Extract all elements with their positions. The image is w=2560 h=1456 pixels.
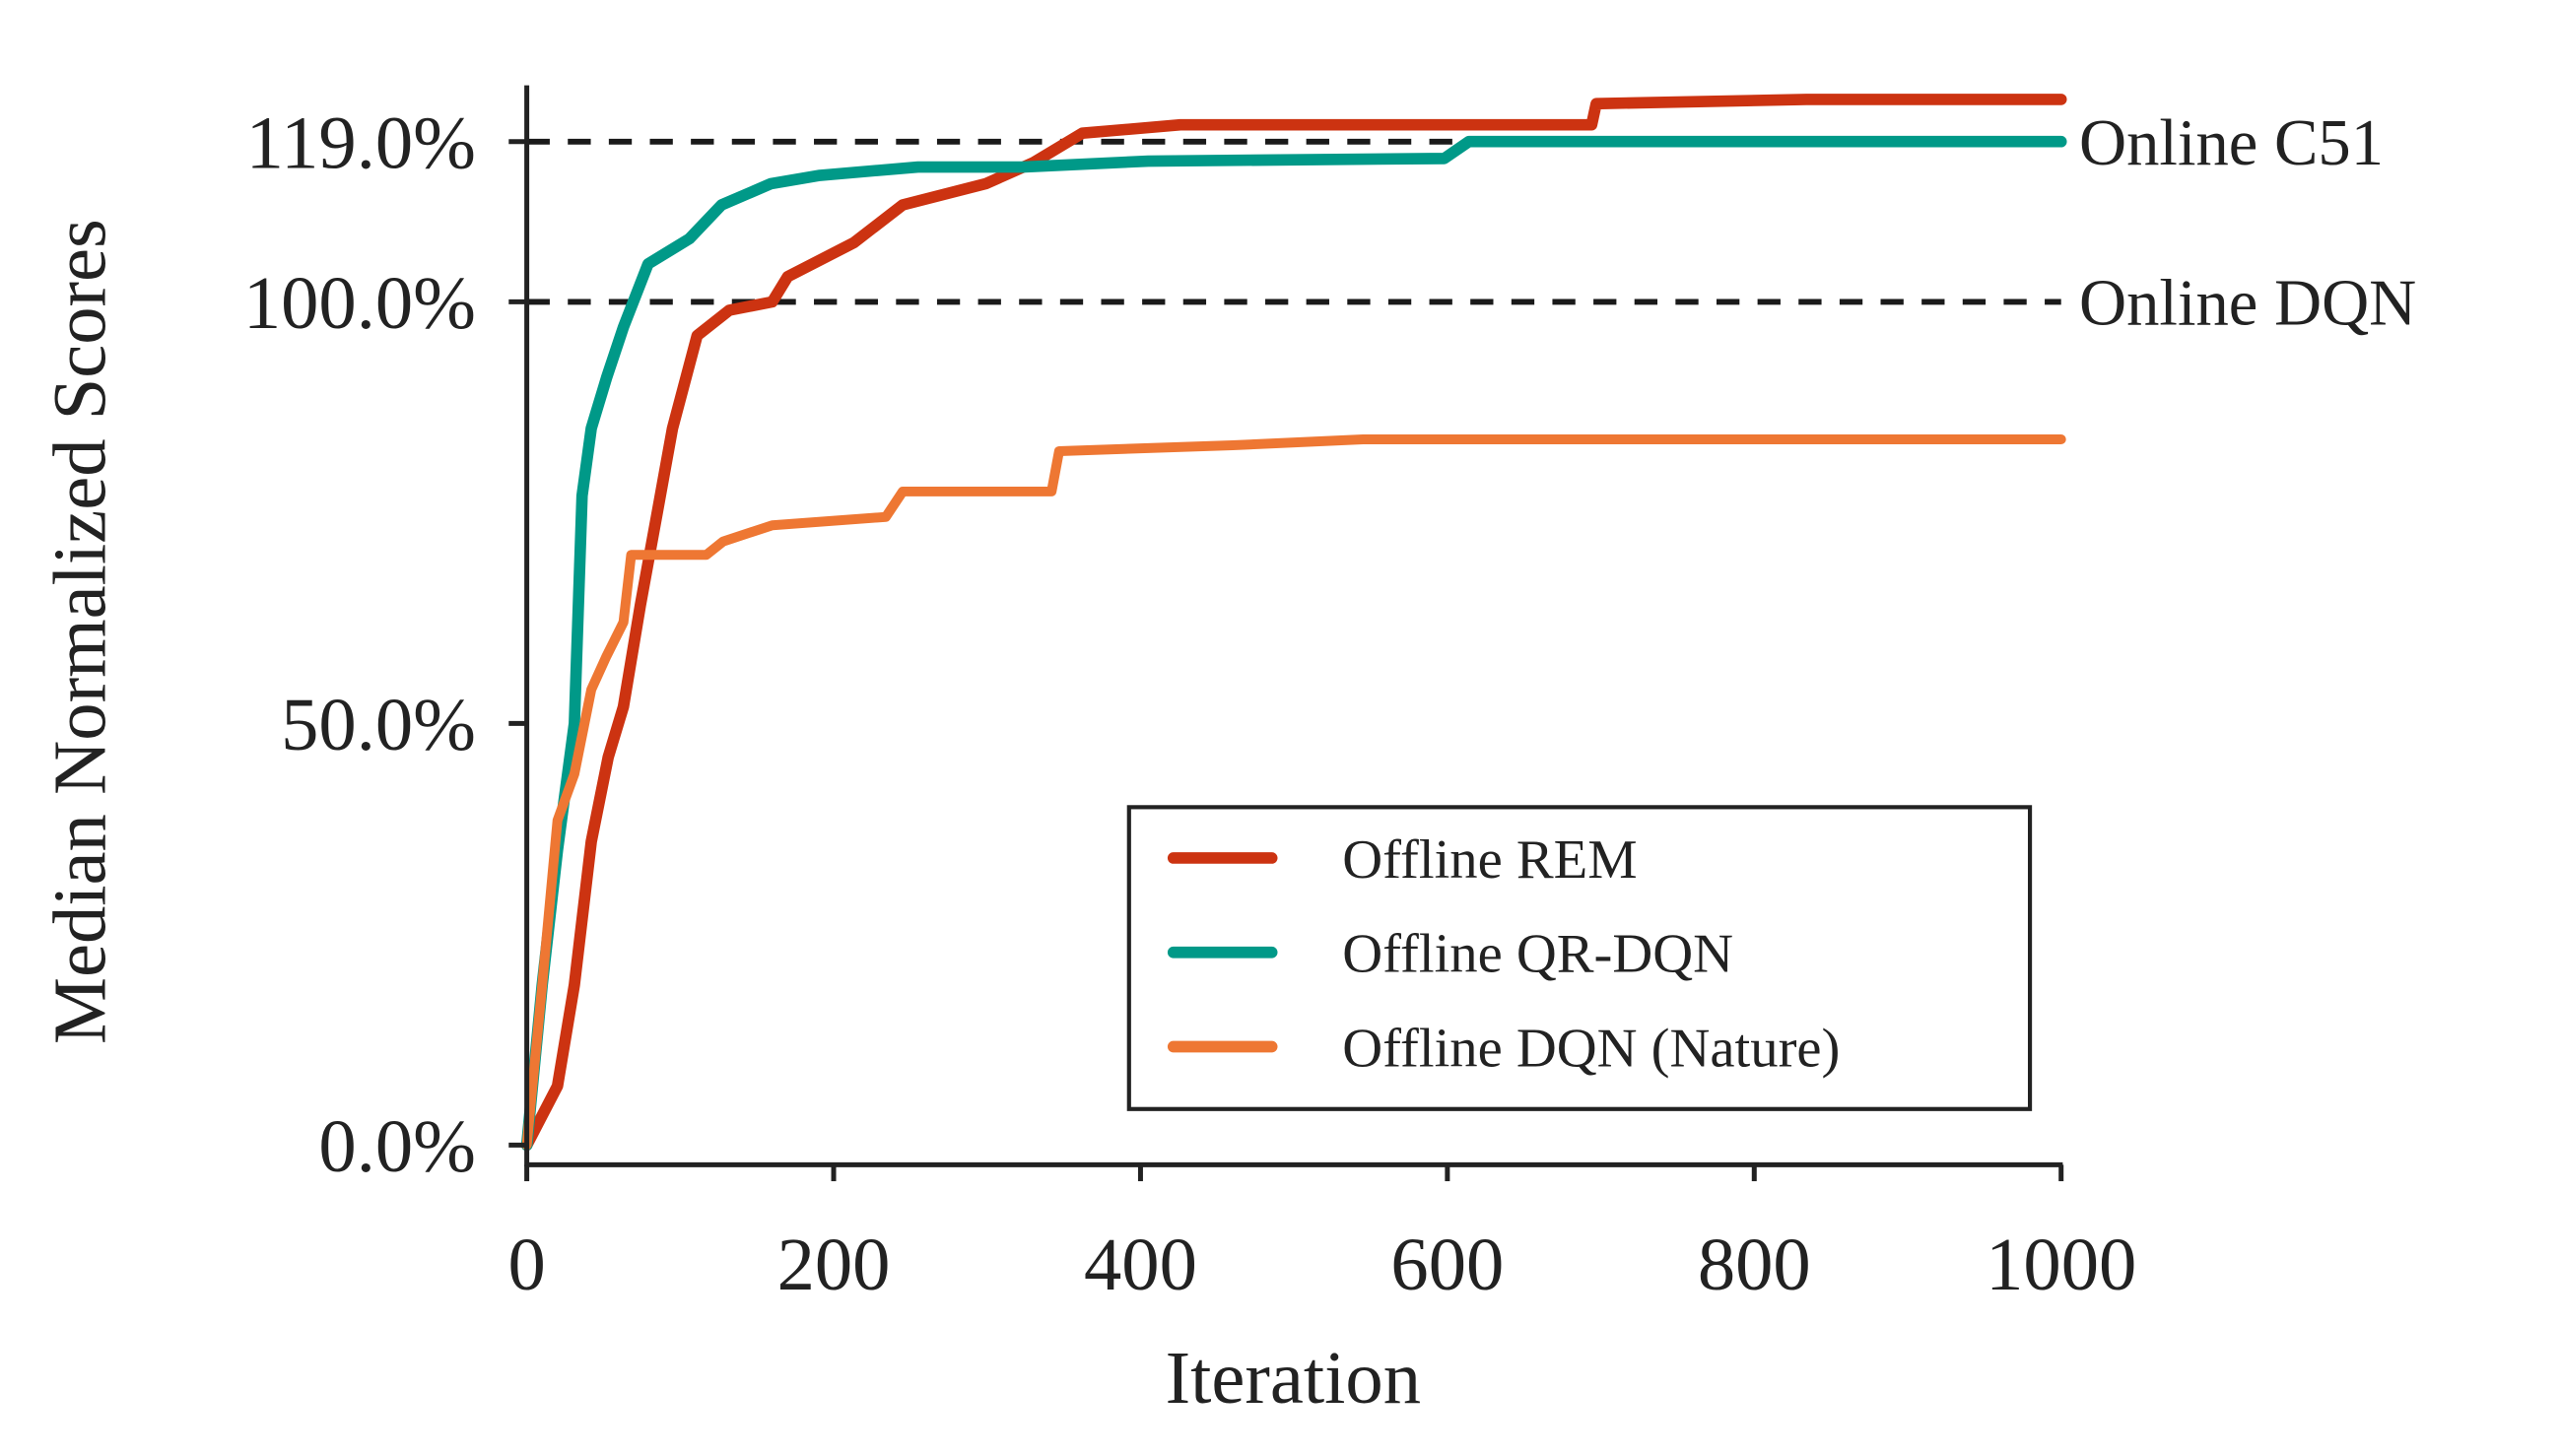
x-tick-label: 200 [777, 1223, 891, 1306]
ticks: 0 200 400 600 800 1000 0.0% 50.0% 100.0% 119.0% [243, 100, 2136, 1306]
legend-label: Offline REM [1342, 829, 1637, 891]
y-tick-label: 119.0% [246, 100, 476, 184]
x-tick-label: 400 [1084, 1223, 1197, 1306]
series-line [520, 94, 2067, 1152]
legend-box [1126, 805, 2033, 1111]
x-tick-label: 800 [1698, 1223, 1811, 1306]
y-tick-label: 100.0% [243, 261, 476, 345]
series-line [520, 135, 2067, 1152]
x-tick-label: 1000 [1986, 1223, 2136, 1306]
series-lines [520, 94, 2067, 1152]
reference-lines: Online C51 Online DQN [526, 107, 2416, 340]
legend-label: Offline QR-DQN [1342, 924, 1733, 985]
legend: Offline REM Offline QR-DQN Offline DQN (Na… [1126, 805, 2033, 1111]
reference-line-label: Online DQN [2079, 268, 2416, 340]
legend-label: Offline DQN (Nature) [1342, 1018, 1840, 1079]
x-tick-label: 0 [507, 1223, 545, 1306]
x-tick-label: 600 [1390, 1223, 1504, 1306]
series-line [521, 433, 2066, 1151]
y-tick-label: 50.0% [281, 683, 476, 766]
y-tick-label: 0.0% [318, 1104, 476, 1188]
x-axis-label: Iteration [1166, 1336, 1421, 1420]
y-axis-label: Median Normalized Scores [38, 219, 122, 1044]
axes [524, 85, 2063, 1167]
reference-line-label: Online C51 [2079, 107, 2384, 179]
